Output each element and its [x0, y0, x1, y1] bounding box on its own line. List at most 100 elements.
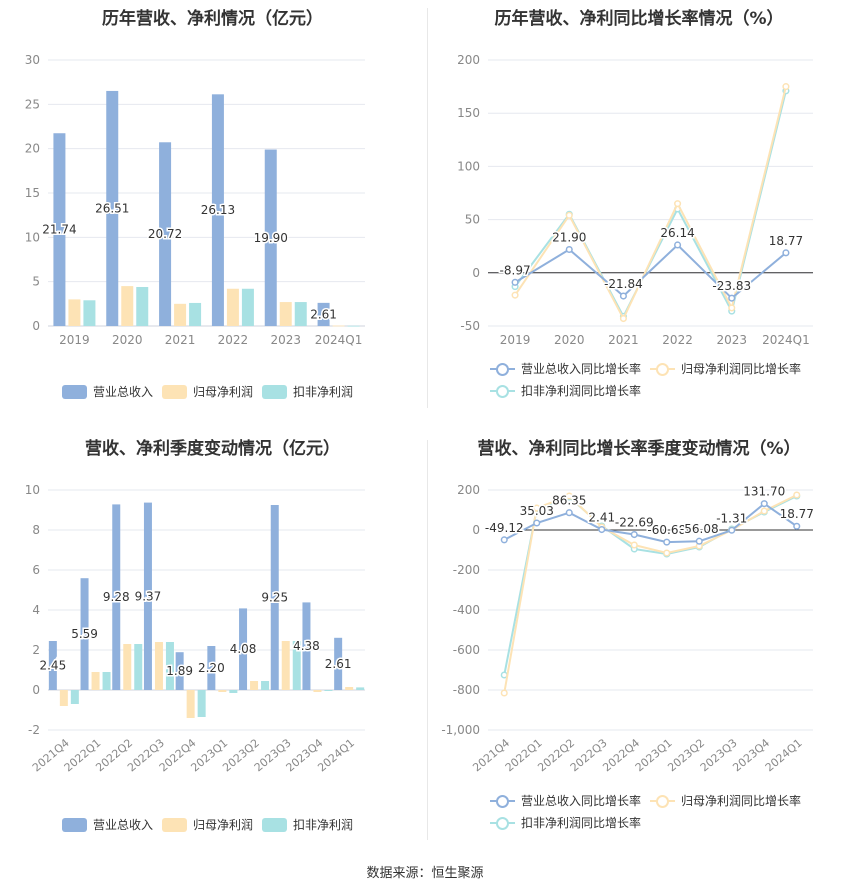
- legend-item-rev-growth[interactable]: 营业总收入同比增长率: [490, 792, 641, 809]
- legend-swatch: [490, 794, 515, 808]
- data-label: -21.84: [604, 277, 643, 291]
- bar-1: [91, 672, 100, 690]
- bar-1: [68, 299, 81, 326]
- y-tick-label: 0: [472, 266, 480, 280]
- y-tick-label: 2: [32, 643, 40, 657]
- y-tick-label: 0: [472, 523, 480, 537]
- data-label: -60.68: [647, 523, 686, 537]
- legend-swatch: [262, 817, 287, 832]
- series-line-0: [503, 502, 798, 544]
- data-label: 86.35: [552, 494, 586, 508]
- y-tick-label: 50: [465, 213, 480, 227]
- data-label: 26.13: [201, 203, 235, 217]
- series-point-1: [533, 504, 541, 512]
- y-tick-label: -800: [453, 683, 480, 697]
- divider-top: [427, 8, 428, 408]
- data-label: 2.41: [588, 511, 615, 525]
- bar-0: [48, 641, 57, 690]
- x-tick-label: 2023: [270, 333, 301, 347]
- legend-item-rev-growth[interactable]: 营业总收入同比增长率: [490, 360, 641, 377]
- y-tick-label: 100: [457, 159, 480, 173]
- bar-2: [294, 302, 307, 326]
- x-tick-label: 2020: [112, 333, 143, 347]
- x-tick-label: 2020: [554, 333, 585, 347]
- data-label: 26.14: [660, 226, 694, 240]
- series-point-1: [565, 211, 573, 219]
- legend-label: 归母净利润: [193, 818, 254, 832]
- data-label: 2.20: [198, 661, 225, 675]
- bar-0: [207, 646, 216, 690]
- legend-item-revenue[interactable]: 营业总收入: [62, 383, 153, 400]
- legend-item-dnp-growth[interactable]: 扣非净利润同比增长率: [490, 814, 641, 831]
- legend-label: 营业总收入同比增长率: [521, 362, 642, 376]
- data-label: -1.31: [716, 511, 747, 525]
- data-label: 4.38: [293, 639, 320, 653]
- annual-profit-chart: 0 5 10 15 20 25 30 2019 2020 2021 2022 2023 2024Q1 21…: [25, 53, 365, 347]
- legend-item-revenue[interactable]: 营业总收入: [62, 816, 153, 833]
- data-label: -23.83: [712, 279, 751, 293]
- y-tick-label: 5: [32, 275, 40, 289]
- bar-2: [197, 690, 206, 717]
- series-point-1: [728, 304, 736, 312]
- panel-quarterly-growth: 营收、净利同比增长率季度变动情况（%） -1,000 -800 -600 -400 -2…: [428, 430, 850, 850]
- legend-swatch: [490, 362, 515, 376]
- bar-0: [159, 142, 172, 326]
- series-point-0: [782, 249, 790, 257]
- series-point-0: [674, 241, 682, 249]
- x-tick-label: 2024Q1: [763, 736, 805, 774]
- data-label: 26.51: [95, 201, 129, 215]
- legend-item-net-profit[interactable]: 归母净利润: [162, 383, 253, 400]
- y-tick-label: 0: [32, 319, 40, 333]
- y-tick-label: -2: [28, 723, 40, 737]
- series-point-0: [511, 278, 519, 286]
- series-point-0: [695, 537, 703, 545]
- data-label: -49.12: [485, 521, 524, 535]
- y-tick-label: -1,000: [441, 723, 480, 737]
- y-tick-label: 0: [32, 683, 40, 697]
- bar-0: [143, 502, 152, 690]
- series-point-1: [511, 291, 519, 299]
- legend-label: 扣非净利润: [293, 385, 354, 399]
- y-tick-label: -50: [460, 319, 480, 333]
- data-label: 2.61: [325, 657, 352, 671]
- data-label: 131.70: [743, 485, 785, 499]
- panel-quarterly-profit: 营收、净利季度变动情况（亿元） -2 0 2 4 6 8 10 2021Q4 2022Q1 202…: [0, 430, 425, 850]
- legend-item-dnp-growth[interactable]: 扣非净利润同比增长率: [490, 382, 641, 399]
- series-point-0: [533, 519, 541, 527]
- data-label: 9.25: [261, 591, 288, 605]
- legend-item-deducted-profit[interactable]: 扣非净利润: [262, 383, 353, 400]
- y-tick-label: 25: [25, 97, 40, 111]
- legend-item-net-profit[interactable]: 归母净利润: [162, 816, 253, 833]
- series-point-1: [500, 689, 508, 697]
- data-label: 2.45: [39, 659, 66, 673]
- bar-2: [165, 642, 174, 690]
- y-tick-label: 8: [32, 523, 40, 537]
- data-label: 9.37: [135, 589, 162, 603]
- data-label: 21.90: [552, 230, 586, 244]
- legend-item-np-growth[interactable]: 归母净利润同比增长率: [650, 792, 801, 809]
- legend-item-deducted-profit[interactable]: 扣非净利润: [262, 816, 353, 833]
- bar-1: [226, 288, 239, 326]
- bar-2: [347, 325, 360, 327]
- y-tick-label: -400: [453, 603, 480, 617]
- series-point-0: [630, 530, 638, 539]
- data-label: 2.61: [310, 307, 337, 321]
- data-label: 5.59: [71, 627, 98, 641]
- y-tick-label: 6: [32, 563, 40, 577]
- legend-label: 扣非净利润同比增长率: [521, 384, 642, 398]
- series-point-1: [565, 492, 573, 500]
- data-label: 35.03: [520, 504, 554, 518]
- series-point-0: [565, 245, 573, 254]
- bar-1: [59, 690, 68, 706]
- bar-2: [136, 286, 149, 326]
- bar-0: [211, 94, 224, 327]
- legend-swatch: [650, 362, 675, 376]
- y-tick-label: 20: [25, 142, 40, 156]
- y-tick-label: 200: [457, 53, 480, 67]
- bar-2: [70, 690, 79, 704]
- legend-item-np-growth[interactable]: 归母净利润同比增长率: [650, 360, 801, 377]
- series-point-1: [663, 549, 671, 557]
- bar-1: [279, 302, 292, 326]
- data-label: 20.72: [148, 227, 182, 241]
- bar-2: [241, 288, 254, 326]
